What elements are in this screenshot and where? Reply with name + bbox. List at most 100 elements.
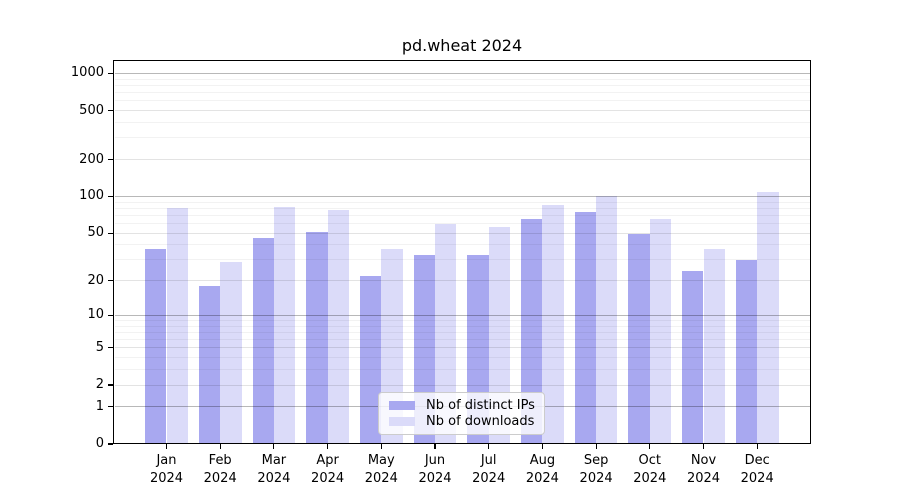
gridline-minor bbox=[114, 84, 810, 86]
x-label-month: Aug bbox=[529, 453, 556, 468]
gridline-minor bbox=[114, 223, 810, 225]
y-axis-tick-label: 50 bbox=[87, 225, 104, 241]
bar-downloads-sep bbox=[596, 195, 618, 444]
gridline-minor bbox=[114, 122, 810, 124]
y-axis-tick bbox=[108, 232, 113, 234]
x-label-year: 2024 bbox=[364, 470, 398, 486]
legend: Nb of distinct IPs Nb of downloads bbox=[378, 392, 545, 435]
x-axis-tick-label: May 2024 bbox=[349, 452, 413, 487]
bar-distinct-ips-nov bbox=[682, 271, 704, 444]
bar-distinct-ips-mar bbox=[252, 237, 274, 444]
x-label-year: 2024 bbox=[633, 470, 667, 486]
x-label-month: Apr bbox=[316, 453, 339, 468]
y-axis-tick bbox=[108, 72, 113, 75]
gridline-labeled bbox=[114, 110, 810, 112]
gridline-major bbox=[114, 72, 810, 74]
x-axis-tick-label: Jul 2024 bbox=[457, 452, 521, 487]
y-axis-tick-label: 500 bbox=[79, 102, 104, 118]
x-axis-tick-label: Jan 2024 bbox=[135, 452, 199, 487]
bar-downloads-mar bbox=[273, 207, 296, 444]
y-axis-tick bbox=[108, 406, 113, 408]
bar-distinct-ips-feb bbox=[198, 286, 221, 444]
legend-label-downloads: Nb of downloads bbox=[426, 414, 535, 430]
bar-downloads-nov bbox=[703, 248, 725, 444]
y-axis-tick-label: 1 bbox=[95, 398, 104, 414]
x-label-month: Jul bbox=[480, 453, 497, 468]
x-axis-tick-label: Sep 2024 bbox=[564, 452, 628, 487]
y-axis-tick bbox=[108, 384, 113, 386]
x-axis-tick-label: Jun 2024 bbox=[403, 452, 467, 487]
x-axis-tick bbox=[756, 444, 758, 449]
x-axis-tick bbox=[273, 444, 275, 449]
x-label-year: 2024 bbox=[257, 470, 291, 486]
bar-downloads-jan bbox=[166, 208, 188, 444]
legend-item-distinct-ips: Nb of distinct IPs bbox=[389, 397, 535, 413]
gridline-major bbox=[114, 195, 810, 197]
legend-swatch-downloads-icon bbox=[389, 417, 415, 427]
y-axis-tick bbox=[108, 443, 113, 445]
x-label-month: Dec bbox=[744, 453, 770, 468]
x-label-month: Feb bbox=[208, 453, 232, 468]
y-axis-tick bbox=[108, 280, 113, 282]
x-axis-tick bbox=[541, 444, 543, 449]
x-axis-tick bbox=[649, 444, 651, 449]
bar-distinct-ips-may bbox=[359, 275, 382, 444]
x-label-year: 2024 bbox=[311, 470, 345, 486]
gridline-minor bbox=[114, 207, 810, 209]
x-axis-tick-label: Nov 2024 bbox=[672, 452, 736, 487]
y-axis-tick-label: 200 bbox=[79, 151, 104, 167]
x-label-year: 2024 bbox=[149, 470, 184, 486]
x-axis-tick bbox=[434, 444, 436, 449]
x-axis-tick bbox=[380, 444, 382, 449]
legend-swatch-distinct-ips-icon bbox=[389, 400, 415, 410]
x-label-year: 2024 bbox=[203, 470, 237, 486]
bar-downloads-dec bbox=[757, 192, 779, 444]
bar-distinct-ips-apr bbox=[306, 232, 328, 444]
y-axis-tick-label: 1000 bbox=[70, 65, 104, 81]
gridline-minor bbox=[114, 201, 810, 203]
x-axis-tick bbox=[327, 444, 329, 449]
gridline-labeled bbox=[114, 232, 810, 234]
x-axis-tick-label: Oct 2024 bbox=[618, 452, 682, 487]
bar-downloads-jul bbox=[488, 227, 511, 444]
bar-distinct-ips-oct bbox=[628, 234, 650, 444]
x-axis-tick-label: Feb 2024 bbox=[188, 452, 252, 487]
y-axis-tick-label: 10 bbox=[87, 307, 104, 323]
bar-downloads-aug bbox=[542, 205, 564, 444]
bar-downloads-apr bbox=[327, 209, 349, 444]
x-label-year: 2024 bbox=[472, 470, 506, 486]
x-label-month: Mar bbox=[261, 453, 287, 468]
y-axis-tick bbox=[108, 347, 113, 349]
x-label-year: 2024 bbox=[579, 470, 613, 486]
gridline-minor bbox=[114, 78, 810, 80]
x-label-month: Sep bbox=[583, 453, 609, 468]
x-axis-tick bbox=[595, 444, 597, 449]
x-label-month: May bbox=[367, 453, 395, 468]
x-label-month: Jan bbox=[156, 453, 177, 468]
y-axis-tick-label: 0 bbox=[95, 436, 104, 451]
x-label-year: 2024 bbox=[686, 470, 721, 486]
x-axis-tick-label: Aug 2024 bbox=[510, 452, 574, 487]
bar-distinct-ips-jan bbox=[145, 248, 167, 444]
gridline-minor bbox=[114, 244, 810, 246]
x-axis-tick bbox=[165, 444, 168, 449]
bar-distinct-ips-sep bbox=[574, 212, 597, 444]
bar-downloads-feb bbox=[220, 261, 242, 444]
x-axis-tick bbox=[219, 444, 221, 449]
legend-label-distinct-ips: Nb of distinct IPs bbox=[426, 397, 535, 413]
y-axis-tick bbox=[108, 158, 113, 161]
x-label-year: 2024 bbox=[418, 470, 452, 486]
y-axis-tick bbox=[108, 314, 113, 316]
y-axis-tick bbox=[108, 195, 113, 198]
bar-downloads-jun bbox=[435, 224, 457, 444]
bar-distinct-ips-aug bbox=[521, 219, 543, 444]
x-label-month: Oct bbox=[638, 453, 662, 468]
x-label-year: 2024 bbox=[525, 470, 559, 486]
gridline-minor bbox=[114, 100, 810, 102]
y-axis-tick bbox=[108, 109, 113, 112]
x-axis-tick bbox=[488, 444, 490, 449]
y-axis-tick-label: 5 bbox=[95, 339, 104, 355]
chart-title: pd.wheat 2024 bbox=[401, 36, 523, 55]
gridline-labeled bbox=[114, 159, 810, 161]
